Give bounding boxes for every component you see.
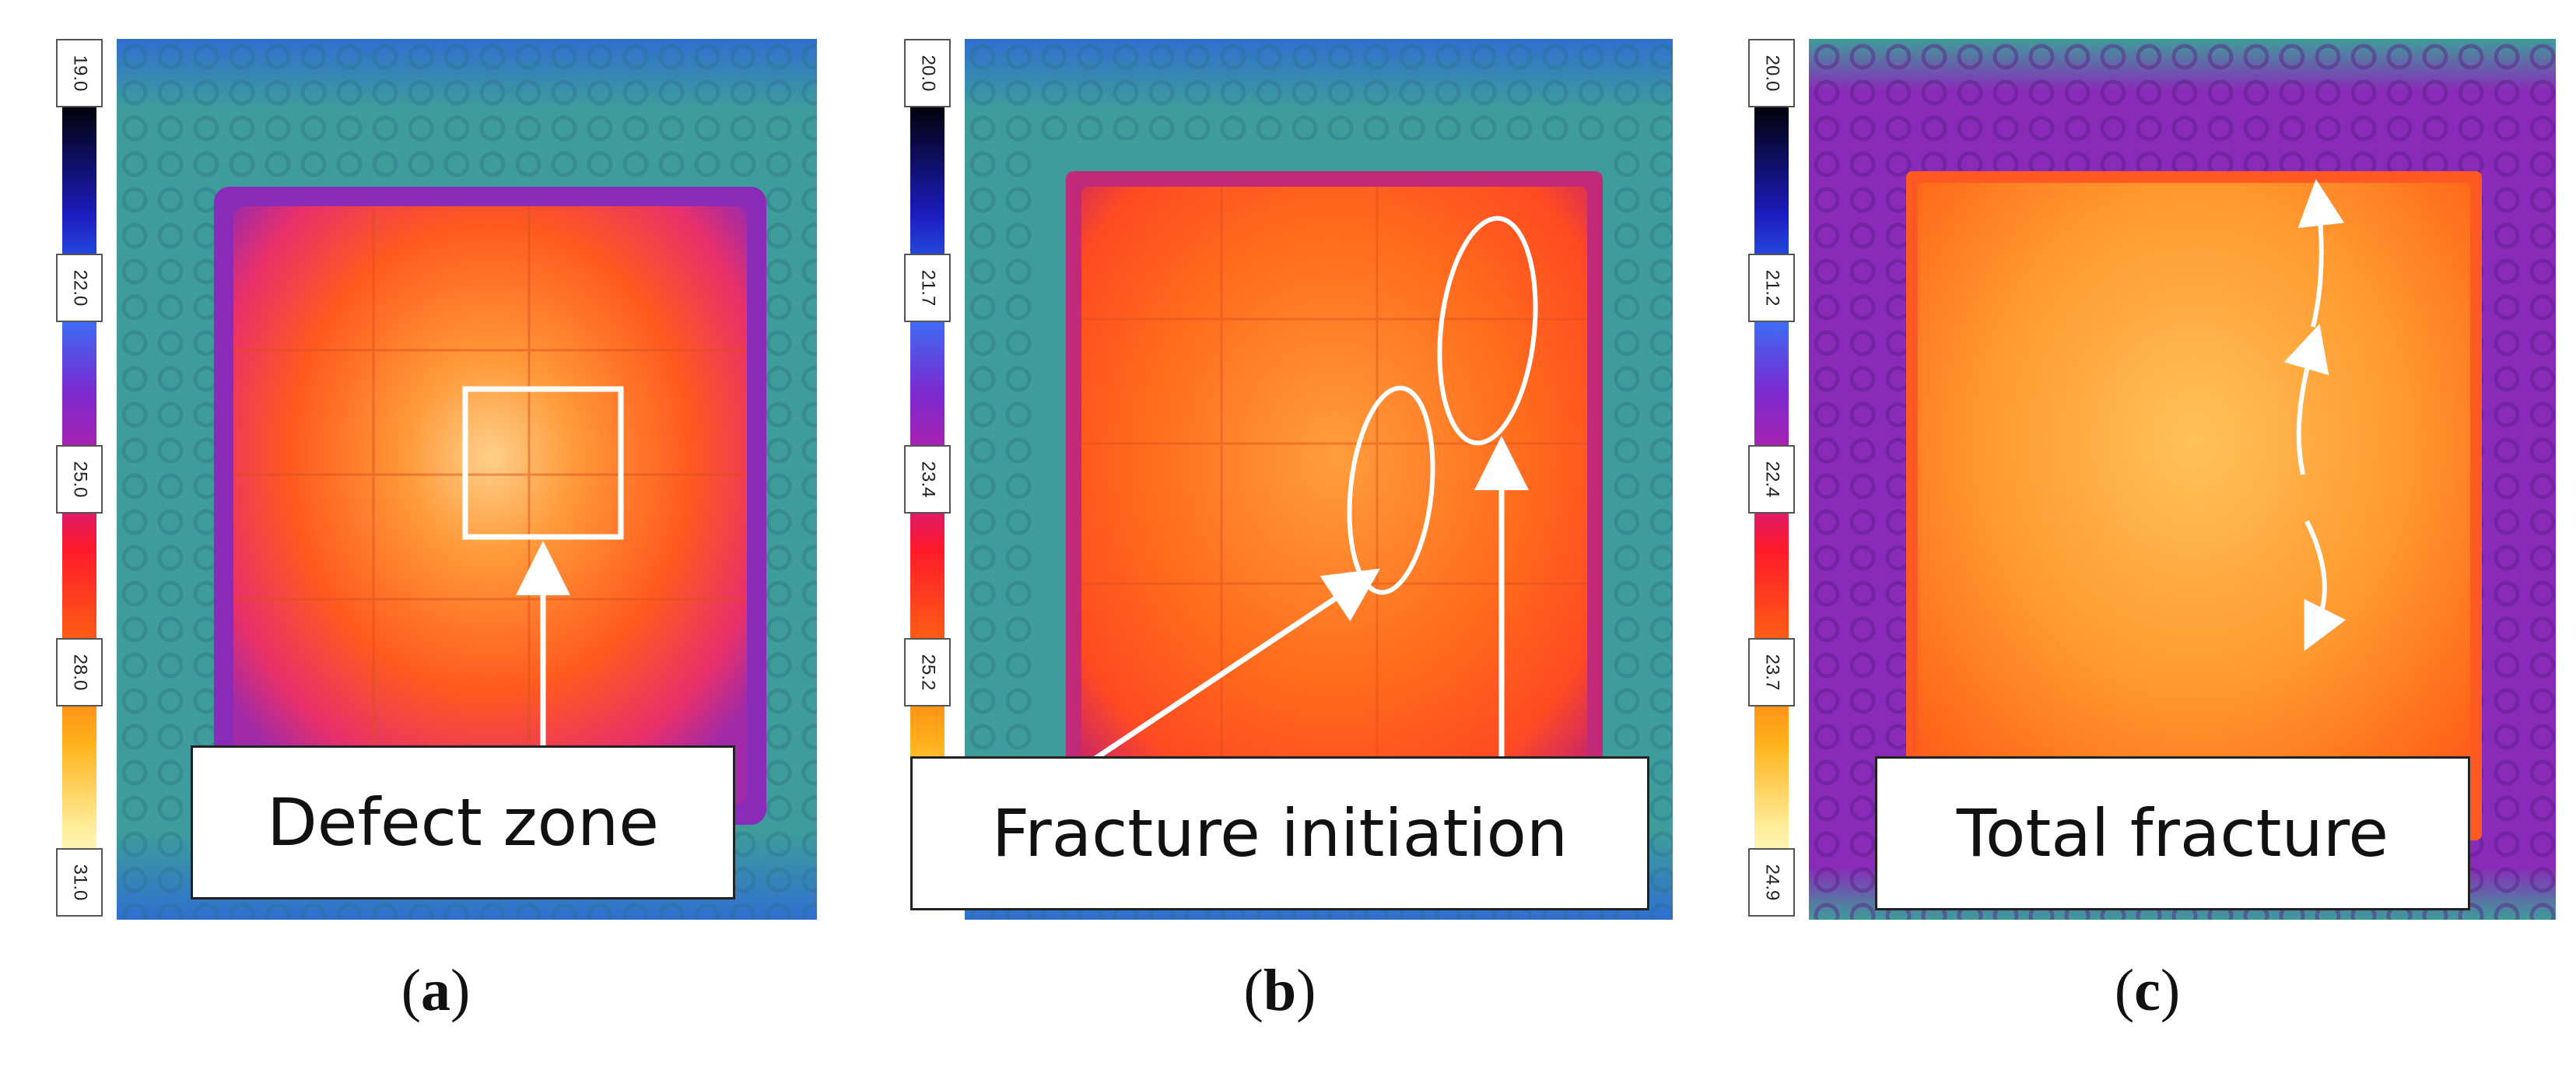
propagation-arrow-bottom — [2304, 520, 2346, 651]
panel-a: 19.0 22.0 25.0 28.0 31.0 Defect zone — [39, 39, 817, 920]
fracture-ellipse-lower — [1347, 385, 1435, 595]
scale-tick: 22.0 — [56, 254, 103, 322]
scale-tick: 21.2 — [1748, 254, 1795, 322]
scale-tick: 24.9 — [1748, 848, 1795, 917]
scale-tick: 19.0 — [56, 39, 103, 107]
scale-tick: 20.0 — [1748, 39, 1795, 107]
scale-tick: 22.4 — [1748, 445, 1795, 514]
scale-tick: 25.2 — [904, 638, 951, 707]
caption-c: (c) — [2114, 958, 2181, 1023]
caption-a: (a) — [401, 958, 471, 1023]
callout-defect-zone: Defect zone — [191, 745, 735, 899]
scale-tick: 28.0 — [56, 638, 103, 707]
scale-tick: 21.7 — [904, 254, 951, 322]
caption-b: (b) — [1243, 958, 1316, 1023]
propagation-arrow-middle — [2283, 324, 2329, 475]
defect-zone-box — [462, 386, 624, 540]
fracture-arrow-left — [1088, 568, 1381, 765]
thermal-image-a — [117, 39, 817, 920]
propagation-arrow-top — [2297, 179, 2345, 328]
scale-tick: 25.0 — [56, 445, 103, 514]
scale-tick: 20.0 — [904, 39, 951, 107]
callout-total-fracture: Total fracture — [1875, 756, 2470, 910]
callout-fracture-initiation: Fracture initiation — [910, 756, 1649, 910]
color-scale-c: 20.0 21.2 22.4 23.7 24.9 — [1731, 39, 1809, 920]
color-scale-a: 19.0 22.0 25.0 28.0 31.0 — [39, 39, 117, 920]
scale-tick: 31.0 — [56, 848, 103, 917]
scale-tick: 23.4 — [904, 445, 951, 514]
panel-b: 20.0 21.7 23.4 25.2 Fracture initiation — [887, 39, 1673, 920]
panel-c: 20.0 21.2 22.4 23.7 24.9 Total fracture — [1731, 39, 2556, 920]
scale-tick: 23.7 — [1748, 638, 1795, 707]
